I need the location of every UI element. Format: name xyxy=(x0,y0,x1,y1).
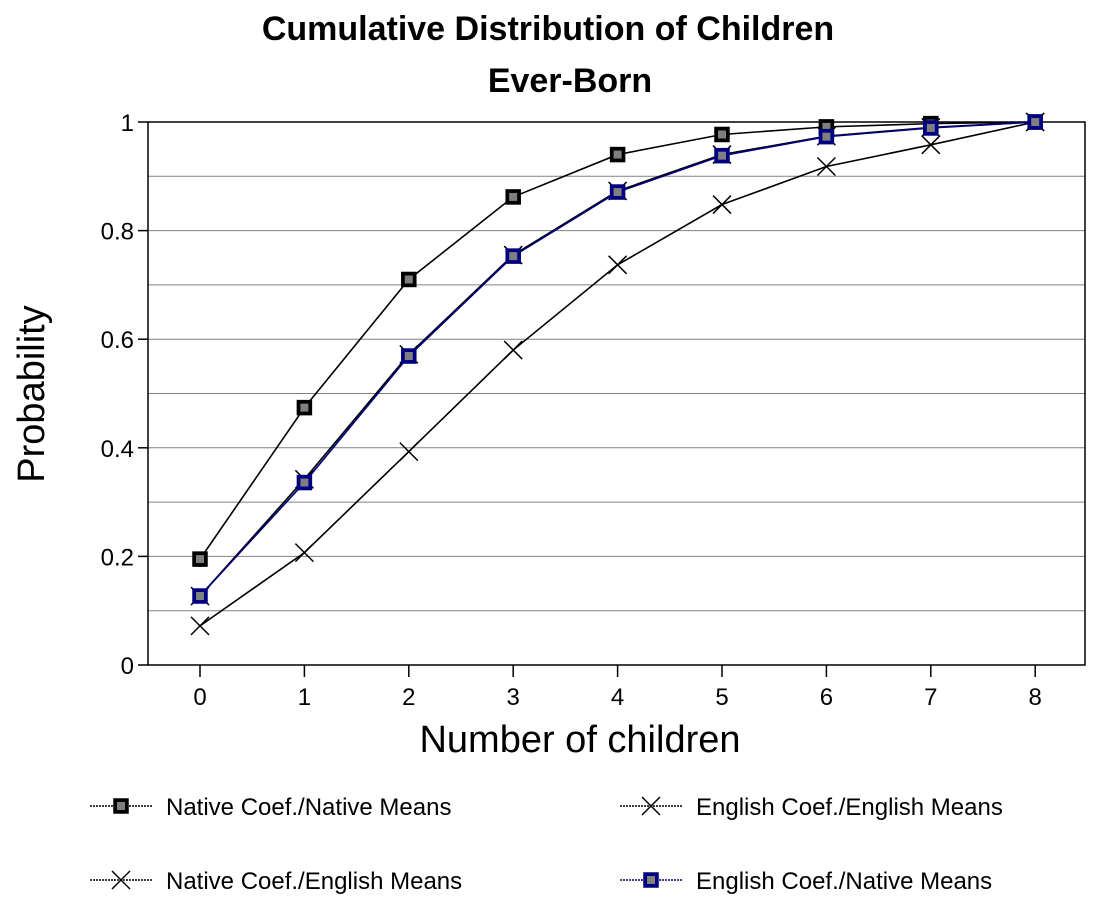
data-point xyxy=(1027,114,1043,130)
chart-title-line-2: Ever-Born xyxy=(488,62,652,100)
plot-area-frame xyxy=(147,121,1086,666)
x-tick-label: 7 xyxy=(924,684,937,711)
x-tick-label: 2 xyxy=(402,684,415,711)
x-tick-label: 1 xyxy=(298,684,311,711)
data-point xyxy=(609,184,626,200)
series-4 xyxy=(192,114,1043,604)
legend: Native Coef./Native Means English Coef./E… xyxy=(90,794,1003,895)
series-group xyxy=(190,112,1045,636)
data-point xyxy=(503,340,523,360)
legend-label: English Coef./Native Means xyxy=(696,868,992,895)
legend-label: English Coef./English Means xyxy=(696,794,1003,821)
y-tick-label: 0.6 xyxy=(101,327,134,354)
legend-swatch-marker xyxy=(111,870,131,890)
x-tick-label: 3 xyxy=(507,684,520,711)
series-1 xyxy=(192,114,1043,567)
axis-ticks: 0 0.2 0.4 0.6 0.8 1 0 1 2 3 4 5 6 7 8 xyxy=(101,110,1042,711)
data-point xyxy=(190,616,210,636)
chart-title-line-1: Cumulative Distribution of Children xyxy=(262,10,834,48)
legend-label: Native Coef./Native Means xyxy=(166,794,451,821)
legend-entry: English Coef./Native Means xyxy=(620,868,992,895)
data-point xyxy=(714,147,730,164)
data-point xyxy=(921,135,941,155)
legend-entry: English Coef./English Means xyxy=(620,794,1003,821)
x-tick-label: 5 xyxy=(715,684,728,711)
data-point xyxy=(294,543,314,563)
legend-entry: Native Coef./English Means xyxy=(90,868,462,895)
x-tick-label: 8 xyxy=(1029,684,1042,711)
data-point xyxy=(296,399,313,416)
data-point xyxy=(401,271,417,288)
data-point xyxy=(609,146,626,163)
gridlines xyxy=(148,175,1085,612)
x-tick-label: 6 xyxy=(820,684,833,711)
legend-label: Native Coef./English Means xyxy=(166,868,462,895)
legend-swatch-marker xyxy=(643,872,659,888)
data-point xyxy=(714,126,730,143)
legend-swatch-marker xyxy=(641,796,661,816)
y-tick-label: 0.8 xyxy=(101,219,134,246)
data-point xyxy=(401,348,417,364)
y-axis-label: Probability xyxy=(11,305,53,482)
x-tick-label: 4 xyxy=(611,684,624,711)
legend-entry: Native Coef./Native Means xyxy=(90,794,451,821)
data-point xyxy=(505,248,521,264)
y-tick-label: 1 xyxy=(121,110,134,137)
data-point xyxy=(923,120,939,136)
x-tick-label: 0 xyxy=(193,684,206,711)
data-point xyxy=(399,442,419,462)
data-point xyxy=(712,195,732,215)
data-point xyxy=(505,189,521,205)
data-point xyxy=(192,588,208,604)
y-tick-label: 0 xyxy=(121,653,134,680)
legend-swatch-marker xyxy=(113,798,129,814)
y-tick-label: 0.2 xyxy=(101,544,134,571)
data-point xyxy=(296,474,313,491)
data-point xyxy=(192,551,208,567)
data-point xyxy=(816,156,836,177)
data-point xyxy=(608,255,628,275)
x-axis-label: Number of children xyxy=(419,719,740,761)
data-point xyxy=(818,128,835,145)
y-tick-label: 0.4 xyxy=(101,436,134,463)
